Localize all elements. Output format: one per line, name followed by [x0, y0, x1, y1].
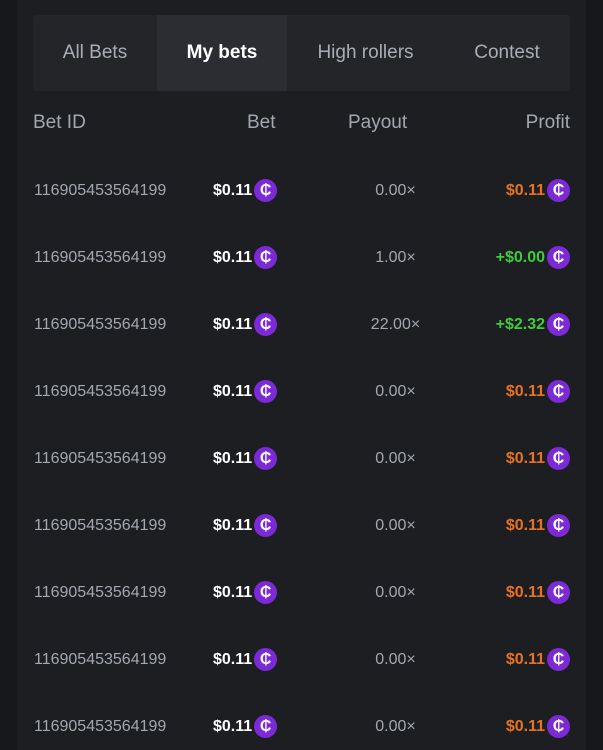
payout: 0.00× — [375, 651, 416, 668]
payout: 0.00× — [375, 383, 416, 400]
bet-id[interactable]: 116905453564199 — [34, 316, 167, 333]
coin-icon: ₵ — [547, 715, 570, 738]
profit: $0.11 ₵ — [506, 179, 570, 202]
bet-amount: $0.11 ₵ — [213, 179, 313, 202]
table-row[interactable]: 116905453564199 $0.11 ₵ 1.00× +$0.00 ₵ — [33, 244, 570, 274]
tab-my-bets[interactable]: My bets — [157, 15, 287, 91]
bet-amount: $0.11 ₵ — [213, 514, 313, 537]
profit-value: +$2.32 — [495, 315, 545, 333]
bet-id[interactable]: 116905453564199 — [34, 182, 167, 199]
payout: 0.00× — [375, 584, 416, 601]
table-row[interactable]: 116905453564199 $0.11 ₵ 0.00× $0.11 ₵ — [33, 713, 570, 743]
profit-value: $0.11 — [505, 650, 545, 668]
bets-tabs: All Bets My bets High rollers Contest — [33, 15, 570, 91]
coin-icon: ₵ — [547, 514, 570, 537]
profit-value: $0.11 — [505, 181, 545, 199]
bet-amount: $0.11 ₵ — [213, 447, 313, 470]
bet-amount: $0.11 ₵ — [213, 648, 313, 671]
bet-amount: $0.11 ₵ — [213, 313, 313, 336]
bet-value: $0.11 — [213, 248, 253, 266]
profit-value: $0.11 — [505, 449, 545, 467]
bet-amount: $0.11 ₵ — [213, 246, 313, 269]
coin-icon: ₵ — [547, 447, 570, 470]
profit: $0.11 ₵ — [506, 581, 570, 604]
coin-icon: ₵ — [254, 246, 278, 269]
coin-icon: ₵ — [254, 179, 278, 202]
table-row[interactable]: 116905453564199 $0.11 ₵ 0.00× $0.11 ₵ — [33, 177, 570, 207]
column-bet-id: Bet ID — [33, 112, 86, 133]
coin-icon: ₵ — [547, 313, 570, 336]
bet-amount: $0.11 ₵ — [213, 581, 313, 604]
coin-icon: ₵ — [547, 648, 570, 671]
table-row[interactable]: 116905453564199 $0.11 ₵ 0.00× $0.11 ₵ — [33, 646, 570, 676]
table-header: Bet ID Bet Payout Profit — [33, 112, 570, 138]
coin-icon: ₵ — [547, 179, 570, 202]
coin-icon: ₵ — [547, 581, 570, 604]
coin-icon: ₵ — [254, 447, 278, 470]
table-row[interactable]: 116905453564199 $0.11 ₵ 0.00× $0.11 ₵ — [33, 378, 570, 408]
profit-value: $0.11 — [505, 516, 545, 534]
profit: +$0.00 ₵ — [496, 246, 570, 269]
bet-value: $0.11 — [213, 650, 253, 668]
bet-id[interactable]: 116905453564199 — [34, 517, 167, 534]
coin-icon: ₵ — [254, 581, 278, 604]
coin-icon: ₵ — [254, 715, 278, 738]
bet-value: $0.11 — [213, 449, 253, 467]
bet-value: $0.11 — [213, 583, 253, 601]
payout: 1.00× — [375, 249, 416, 266]
coin-icon: ₵ — [547, 380, 570, 403]
coin-icon: ₵ — [254, 648, 278, 671]
tab-contest[interactable]: Contest — [474, 42, 540, 63]
profit-value: $0.11 — [505, 382, 545, 400]
bet-id[interactable]: 116905453564199 — [34, 584, 167, 601]
bet-amount: $0.11 ₵ — [213, 380, 313, 403]
payout: 0.00× — [375, 450, 416, 467]
profit: $0.11 ₵ — [506, 514, 570, 537]
bet-amount: $0.11 ₵ — [213, 715, 313, 738]
bet-id[interactable]: 116905453564199 — [34, 651, 167, 668]
profit: $0.11 ₵ — [506, 715, 570, 738]
profit: +$2.32 ₵ — [496, 313, 570, 336]
table-row[interactable]: 116905453564199 $0.11 ₵ 0.00× $0.11 ₵ — [33, 579, 570, 609]
profit-value: +$0.00 — [495, 248, 545, 266]
column-profit: Profit — [525, 112, 570, 133]
payout: 0.00× — [375, 718, 416, 735]
profit-value: $0.11 — [505, 717, 545, 735]
bet-value: $0.11 — [213, 382, 253, 400]
bet-value: $0.11 — [213, 181, 253, 199]
bet-value: $0.11 — [213, 516, 253, 534]
table-row[interactable]: 116905453564199 $0.11 ₵ 0.00× $0.11 ₵ — [33, 445, 570, 475]
bet-value: $0.11 — [213, 315, 253, 333]
bets-panel: All Bets My bets High rollers Contest Be… — [17, 0, 586, 750]
payout: 0.00× — [375, 182, 416, 199]
profit-value: $0.11 — [505, 583, 545, 601]
tab-all-bets[interactable]: All Bets — [62, 42, 128, 63]
bet-id[interactable]: 116905453564199 — [34, 249, 167, 266]
bet-id[interactable]: 116905453564199 — [34, 718, 167, 735]
profit: $0.11 ₵ — [506, 648, 570, 671]
bet-value: $0.11 — [213, 717, 253, 735]
coin-icon: ₵ — [547, 246, 570, 269]
bet-id[interactable]: 116905453564199 — [34, 383, 167, 400]
coin-icon: ₵ — [254, 380, 278, 403]
profit: $0.11 ₵ — [506, 447, 570, 470]
payout: 0.00× — [375, 517, 416, 534]
tab-high-rollers[interactable]: High rollers — [317, 42, 414, 63]
coin-icon: ₵ — [254, 514, 278, 537]
column-bet: Bet — [247, 112, 276, 133]
bet-id[interactable]: 116905453564199 — [34, 450, 167, 467]
table-row[interactable]: 116905453564199 $0.11 ₵ 22.00× +$2.32 ₵ — [33, 311, 570, 341]
payout: 22.00× — [370, 316, 421, 333]
coin-icon: ₵ — [254, 313, 278, 336]
column-payout: Payout — [348, 112, 408, 133]
profit: $0.11 ₵ — [506, 380, 570, 403]
table-row[interactable]: 116905453564199 $0.11 ₵ 0.00× $0.11 ₵ — [33, 512, 570, 542]
